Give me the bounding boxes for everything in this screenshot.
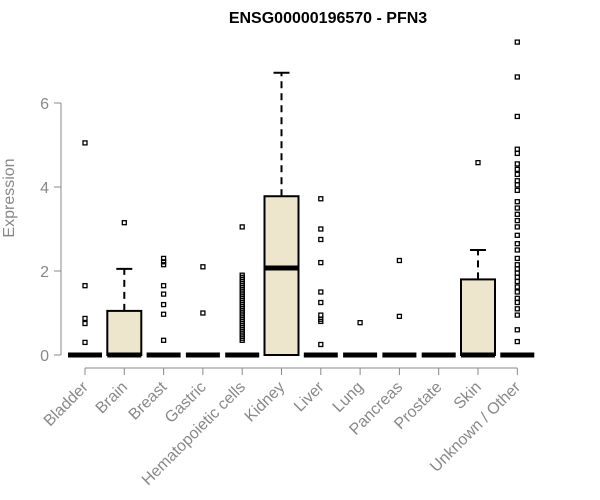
box-body	[263, 195, 300, 356]
outlier-point	[514, 74, 520, 80]
outlier-point	[514, 327, 520, 333]
outlier-point	[514, 178, 520, 184]
outlier-point	[514, 306, 520, 312]
outlier-point	[318, 312, 324, 318]
outlier-point	[396, 313, 403, 320]
outlier-point	[514, 299, 520, 306]
outlier-point	[318, 318, 324, 325]
x-tick-label: Bladder	[41, 378, 92, 429]
chart-title: ENSG00000196570 - PFN3	[229, 10, 427, 27]
outlier-point	[514, 39, 520, 45]
outlier-point	[514, 182, 520, 188]
outlier-point	[514, 199, 520, 205]
outlier-point	[357, 320, 363, 326]
box-lung	[343, 320, 378, 358]
y-axis: 0 2 4 6	[40, 96, 62, 365]
outlier-point	[514, 217, 520, 224]
outlier-point	[160, 301, 167, 308]
outlier-point	[318, 341, 324, 348]
x-tick-label: Liver	[291, 378, 328, 415]
outlier-point	[160, 337, 167, 343]
outlier-point	[82, 320, 88, 327]
outlier-point	[514, 284, 520, 290]
outlier-point	[514, 150, 520, 157]
outlier-point	[514, 289, 520, 295]
y-tick-label: 0	[40, 348, 49, 365]
outlier-point	[475, 159, 481, 166]
box-unknown-other	[500, 39, 535, 358]
outlier-point	[514, 278, 520, 285]
box-skin	[460, 159, 496, 358]
box-hematopoietic-cells	[225, 224, 260, 358]
outlier-point	[239, 337, 245, 343]
y-tick-label: 2	[40, 264, 49, 281]
outlier-point	[514, 113, 520, 120]
outlier-point	[514, 211, 520, 217]
outlier-point	[160, 259, 167, 265]
outlier-point	[318, 289, 324, 295]
box-breast	[146, 255, 181, 358]
outlier-point	[514, 270, 520, 276]
outlier-point	[514, 274, 520, 280]
x-tick-label: Kidney	[242, 379, 289, 426]
outlier-point	[514, 146, 520, 152]
outlier-point	[160, 291, 167, 297]
outlier-point	[239, 224, 245, 230]
outlier-point	[82, 140, 88, 146]
outlier-point	[200, 310, 206, 316]
outlier-point	[514, 161, 520, 167]
x-tick-label: Skin	[451, 379, 485, 413]
outlier-point	[82, 283, 88, 289]
box-pancreas	[382, 257, 417, 358]
outlier-point	[82, 339, 88, 346]
outlier-point	[200, 264, 206, 270]
outlier-point	[514, 205, 520, 211]
outlier-point	[514, 187, 520, 194]
box-bladder	[68, 140, 102, 358]
box-kidney	[263, 71, 300, 356]
box-group	[68, 39, 535, 358]
outlier-point	[318, 226, 324, 232]
outlier-point	[318, 259, 324, 266]
outlier-point	[121, 220, 127, 226]
outlier-point	[514, 247, 520, 253]
outlier-point	[514, 241, 520, 247]
box-gastric	[185, 264, 220, 358]
y-tick-label: 6	[40, 96, 49, 113]
outlier-point	[318, 196, 324, 202]
outlier-point	[514, 295, 520, 301]
outlier-point	[514, 255, 520, 262]
box-brain	[106, 220, 143, 358]
outlier-point	[160, 311, 167, 317]
box-body	[106, 309, 143, 356]
y-axis-label: Expression	[1, 158, 18, 237]
outlier-point	[514, 312, 520, 318]
outlier-point	[514, 224, 520, 230]
outlier-point	[318, 236, 324, 243]
box-body	[460, 278, 496, 356]
outlier-point	[514, 171, 520, 178]
outlier-point	[514, 166, 520, 173]
outlier-point	[160, 283, 167, 289]
box-liver	[303, 196, 338, 358]
outlier-point	[514, 232, 520, 238]
outlier-point	[318, 299, 324, 306]
outlier-point	[514, 266, 520, 272]
outlier-point	[514, 262, 520, 268]
outlier-point	[82, 315, 88, 322]
outlier-point	[514, 338, 520, 345]
outlier-point	[396, 257, 403, 264]
outlier-point	[160, 262, 167, 268]
y-tick-label: 4	[40, 180, 49, 197]
